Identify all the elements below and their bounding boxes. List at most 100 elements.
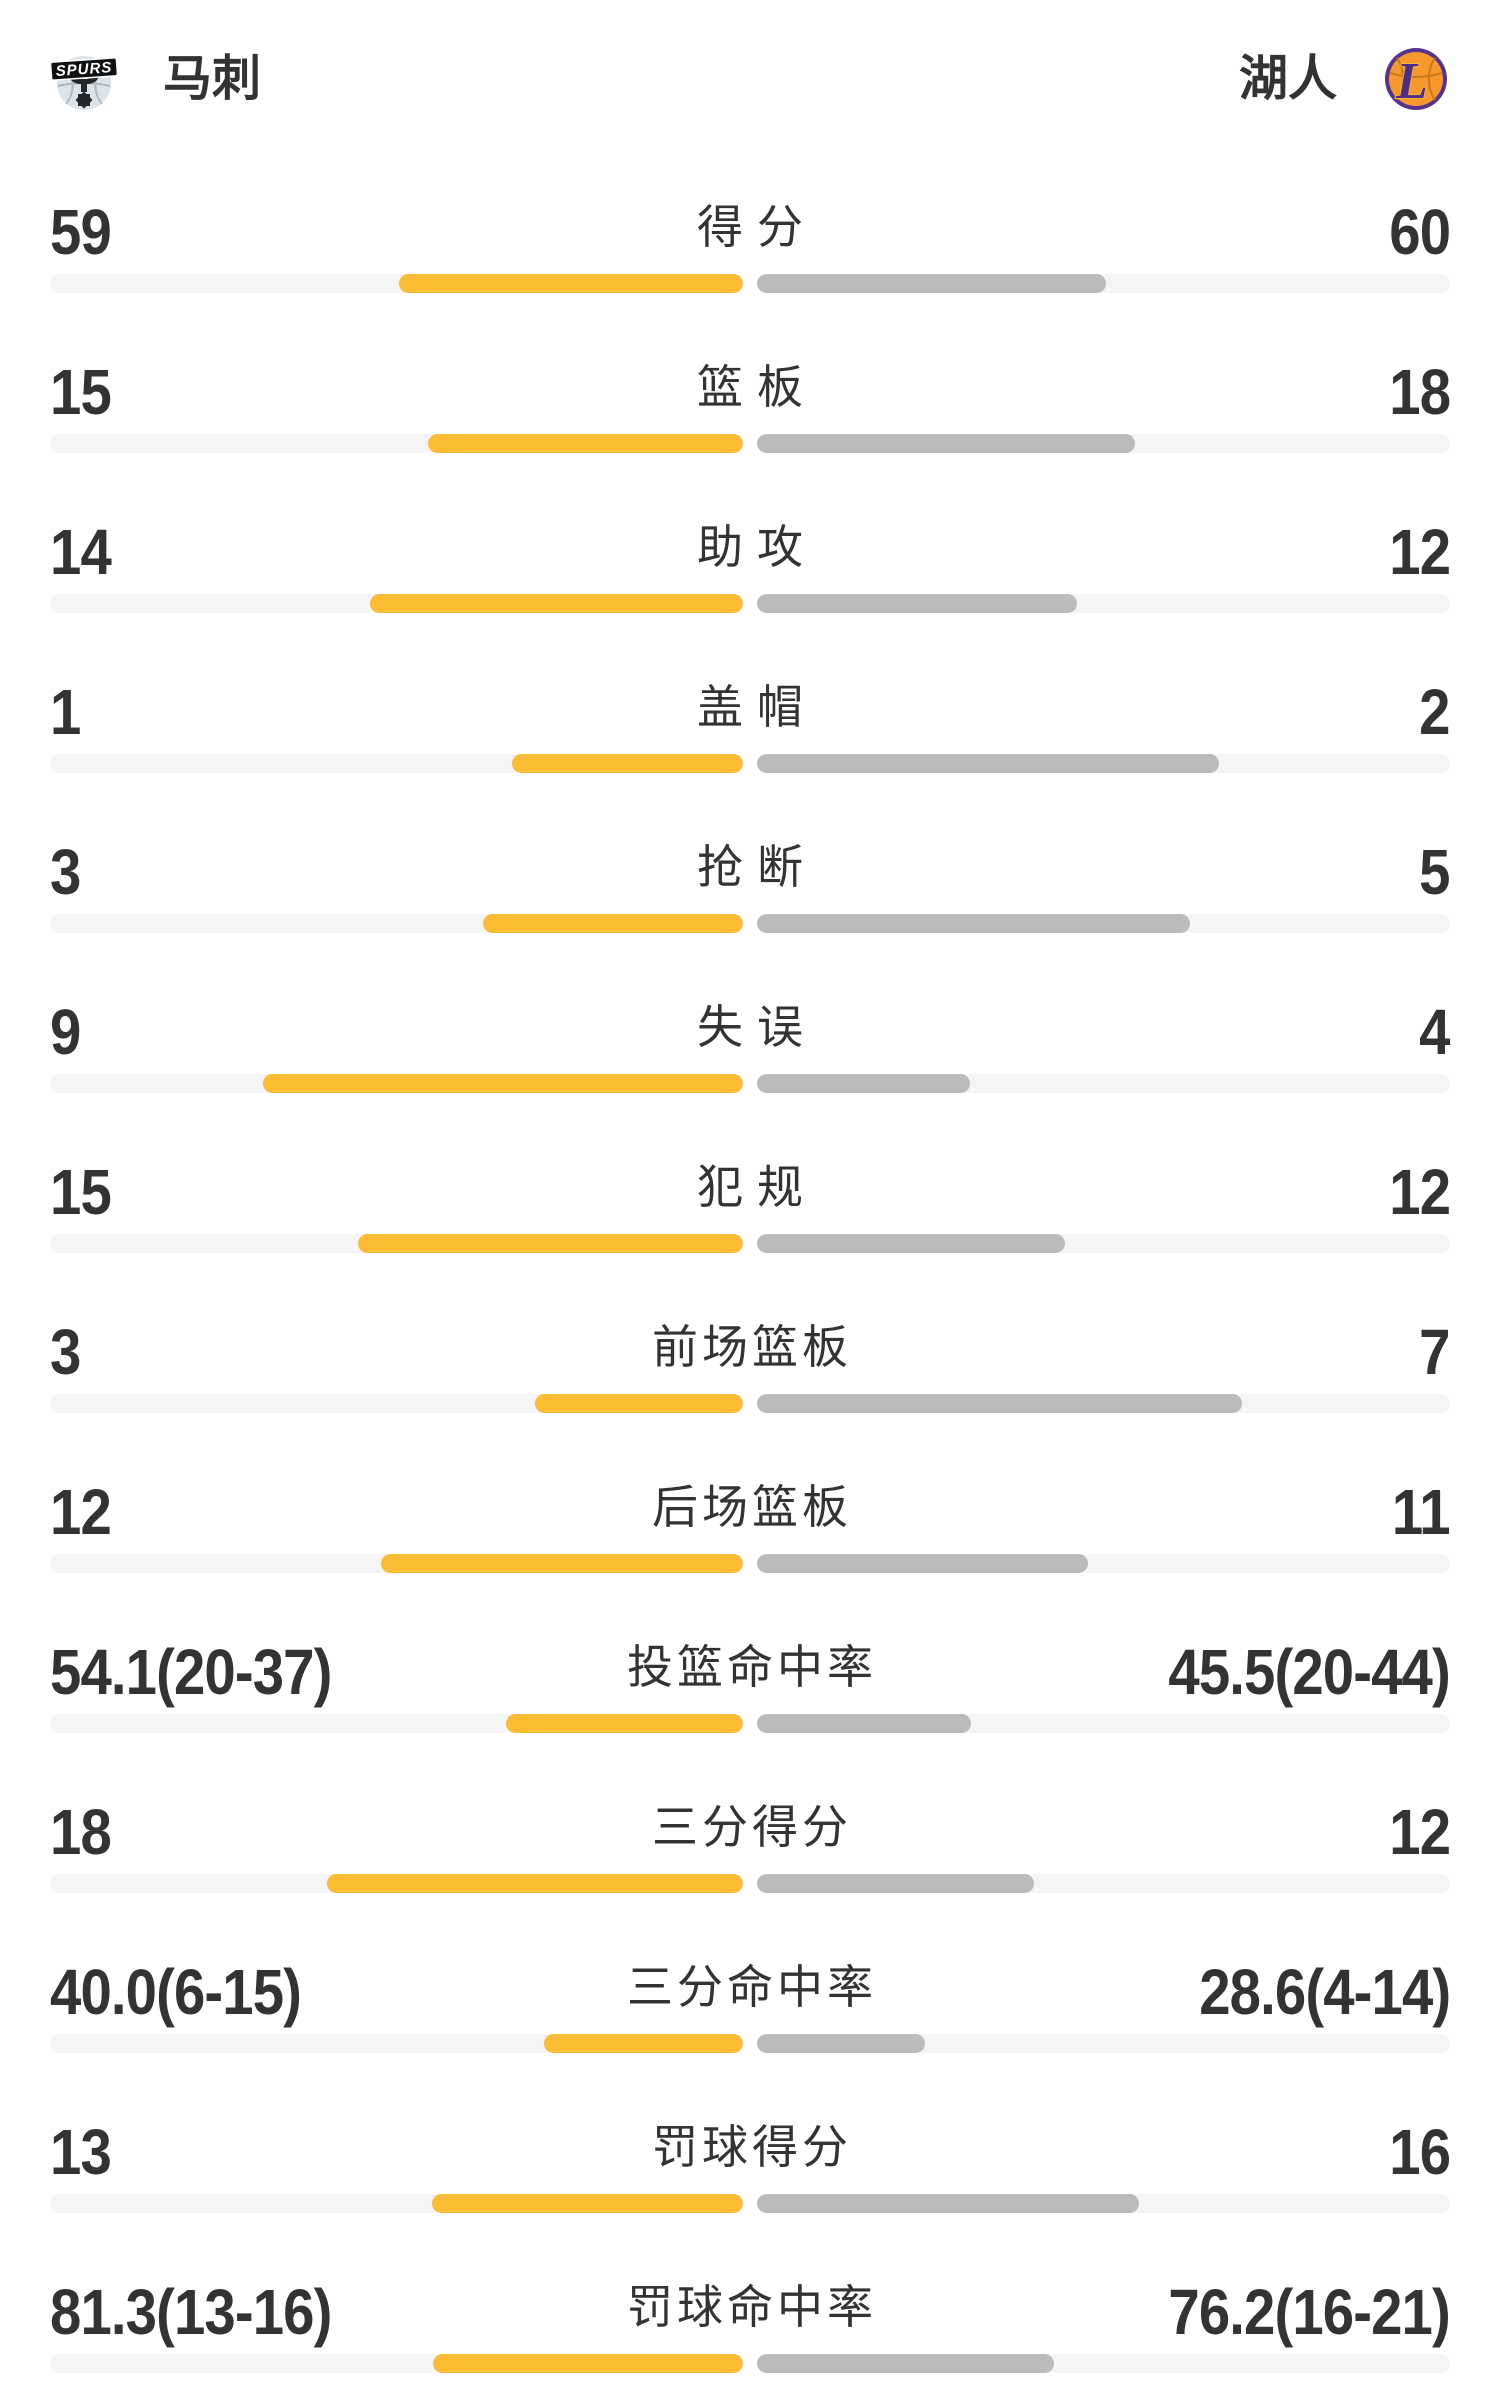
stat-row: 3 抢断 5 — [50, 830, 1451, 990]
stat-row: 54.1(20-37) 投篮命中率 45.5(20-44) — [50, 1630, 1451, 1790]
stat-row: 3 前场篮板 7 — [50, 1310, 1451, 1470]
stat-row-values: 14 助攻 12 — [50, 516, 1451, 588]
home-value: 14 — [50, 516, 112, 588]
lakers-logo-icon: L — [1382, 45, 1450, 113]
away-bar-track — [757, 1874, 1450, 1893]
home-value: 40.0(6-15) — [50, 1956, 302, 2028]
stat-row-values: 18 三分得分 12 — [50, 1796, 1451, 1868]
away-bar-track — [757, 274, 1450, 293]
stat-row-values: 15 犯规 12 — [50, 1156, 1451, 1228]
home-bar-track — [50, 434, 743, 453]
home-bar-track — [50, 754, 743, 773]
home-bar-track — [50, 1394, 743, 1413]
away-bar-track — [757, 1074, 1450, 1093]
stat-bar — [50, 2034, 1450, 2053]
away-team-name: 湖人 — [1238, 52, 1337, 106]
home-bar-fill — [263, 1074, 743, 1093]
away-bar-fill — [757, 2034, 925, 2053]
stat-label: 三分得分 — [652, 1801, 852, 1853]
stat-row-values: 9 失误 4 — [50, 996, 1451, 1068]
stat-label: 罚球命中率 — [627, 2281, 877, 2333]
home-value: 9 — [50, 996, 81, 1068]
stat-label: 得分 — [697, 201, 817, 253]
stat-bar — [50, 2354, 1450, 2373]
away-value: 12 — [1389, 1796, 1451, 1868]
stat-bar — [50, 1554, 1450, 1573]
away-value: 12 — [1389, 516, 1451, 588]
home-bar-fill — [327, 1874, 743, 1893]
away-value: 28.6(4-14) — [1198, 1956, 1451, 2028]
stat-row: 15 犯规 12 — [50, 1150, 1451, 1310]
away-bar-track — [757, 1714, 1450, 1733]
stat-row: 14 助攻 12 — [50, 510, 1451, 670]
home-value: 18 — [50, 1796, 112, 1868]
stat-bar — [50, 2194, 1450, 2213]
home-value: 81.3(13-16) — [50, 2276, 332, 2348]
away-bar-fill — [757, 274, 1107, 293]
home-bar-track — [50, 1554, 743, 1573]
home-bar-fill — [369, 594, 743, 613]
stat-label: 投篮命中率 — [627, 1641, 877, 1693]
home-bar-fill — [512, 754, 743, 773]
away-value: 45.5(20-44) — [1168, 1636, 1451, 1708]
stat-row-values: 15 篮板 18 — [50, 356, 1451, 428]
away-value: 4 — [1419, 996, 1451, 1068]
stat-label: 前场篮板 — [652, 1321, 852, 1373]
away-value: 12 — [1389, 1156, 1451, 1228]
stat-label: 篮板 — [697, 361, 817, 413]
home-bar-fill — [428, 434, 743, 453]
stat-row: 13 罚球得分 16 — [50, 2110, 1451, 2270]
stat-label: 助攻 — [697, 521, 817, 573]
home-value: 1 — [50, 676, 81, 748]
stat-row-values: 12 后场篮板 11 — [50, 1476, 1451, 1548]
stat-bar — [50, 594, 1450, 613]
stat-row: 12 后场篮板 11 — [50, 1470, 1451, 1630]
away-value: 18 — [1389, 356, 1451, 428]
home-bar-track — [50, 274, 743, 293]
away-bar-track — [757, 1394, 1450, 1413]
away-bar-fill — [757, 754, 1220, 773]
home-bar-fill — [381, 1554, 743, 1573]
spurs-logo-text: SPURS — [55, 59, 113, 80]
stat-row-values: 59 得分 60 — [50, 200, 1451, 264]
header: SPURS 马刺 湖人 L — [0, 0, 1500, 113]
stat-row: 1 盖帽 2 — [50, 670, 1451, 830]
home-bar-track — [50, 1714, 743, 1733]
home-bar-fill — [535, 1394, 743, 1413]
home-bar-fill — [399, 274, 743, 293]
stat-label: 盖帽 — [697, 681, 817, 733]
stat-row-values: 3 抢断 5 — [50, 836, 1451, 908]
home-bar-track — [50, 1074, 743, 1093]
stat-row-values: 1 盖帽 2 — [50, 676, 1451, 748]
home-bar-fill — [483, 914, 743, 933]
stat-label: 后场篮板 — [652, 1481, 852, 1533]
stat-label: 抢断 — [697, 841, 817, 893]
stat-bar — [50, 274, 1450, 293]
stat-row-values: 54.1(20-37) 投篮命中率 45.5(20-44) — [50, 1636, 1451, 1708]
away-value: 16 — [1389, 2116, 1451, 2188]
away-bar-fill — [757, 1234, 1065, 1253]
stat-bar — [50, 754, 1450, 773]
away-bar-fill — [757, 1874, 1035, 1893]
away-bar-fill — [757, 914, 1191, 933]
away-bar-fill — [757, 594, 1077, 613]
stat-row: 15 篮板 18 — [50, 350, 1451, 510]
away-value: 5 — [1419, 836, 1451, 908]
home-value: 15 — [50, 1156, 112, 1228]
away-bar-fill — [757, 434, 1136, 453]
home-bar-track — [50, 2354, 743, 2373]
stat-row: 18 三分得分 12 — [50, 1790, 1451, 1950]
home-team-name: 马刺 — [163, 52, 262, 106]
home-value: 12 — [50, 1476, 112, 1548]
stat-bar — [50, 434, 1450, 453]
home-bar-track — [50, 2194, 743, 2213]
stat-bar — [50, 1234, 1450, 1253]
away-bar-track — [757, 434, 1450, 453]
stat-row: 9 失误 4 — [50, 990, 1451, 1150]
stat-row: 81.3(13-16) 罚球命中率 76.2(16-21) — [50, 2270, 1451, 2400]
away-bar-fill — [757, 1074, 971, 1093]
stat-row-values: 3 前场篮板 7 — [50, 1320, 1451, 1384]
home-bar-fill — [432, 2194, 743, 2213]
stat-label: 失误 — [697, 1001, 817, 1053]
away-bar-fill — [757, 2354, 1054, 2373]
